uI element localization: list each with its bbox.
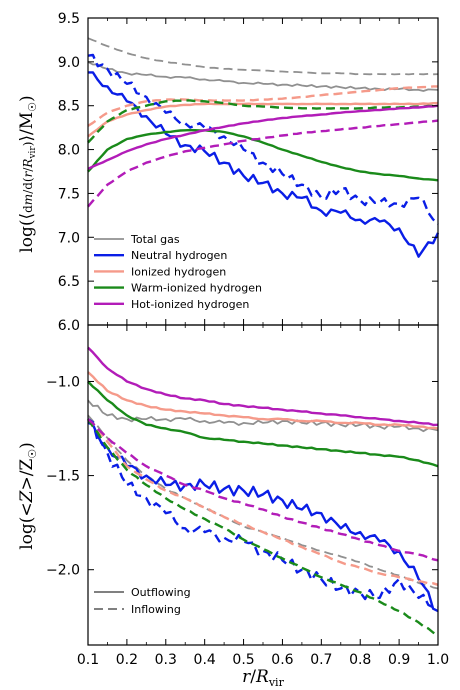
legend-label: Ionized hydrogen xyxy=(131,265,226,278)
legend-label: Neutral hydrogen xyxy=(131,249,227,262)
x-tick-label: 0.5 xyxy=(232,652,254,668)
y-tick-label: 7.5 xyxy=(58,186,80,202)
x-tick-label: 0.8 xyxy=(349,652,371,668)
top-series-line-7-inflow xyxy=(87,99,439,144)
top-series-line-0-outflow xyxy=(87,61,439,92)
top-series-line-1-inflow xyxy=(87,37,439,76)
legend-label: Inflowing xyxy=(131,603,181,616)
bottom-series-line-2-outflow xyxy=(87,421,439,613)
top-plot-frame xyxy=(87,17,439,326)
y-tick-label: 6.0 xyxy=(58,318,80,334)
y-tick-label: −1.0 xyxy=(46,374,80,390)
legend-label: Hot-ionized hydrogen xyxy=(131,298,249,311)
top-series-line-9-inflow xyxy=(87,119,439,208)
y-tick-label: −1.5 xyxy=(46,469,80,485)
bottom-series-line-6-outflow xyxy=(87,380,439,468)
y-tick-label: 6.5 xyxy=(58,274,80,290)
legend-label: Total gas xyxy=(130,233,180,246)
top-panel: 6.0 6.5 7.0 7.5 8.0 8.5 9.0 9.5 Total gas Neutral… xyxy=(58,11,440,334)
x-tick-label: 0.1 xyxy=(77,652,99,668)
bottom-series-line-4-outflow xyxy=(87,371,439,430)
x-tick-label: 0.6 xyxy=(271,652,293,668)
bottom-legend: Outflowing Inflowing xyxy=(94,586,191,616)
top-ylabel: log(⟨dm/d(r/Rvir)⟩/M☉) xyxy=(17,95,39,252)
xlabel: r/Rvir xyxy=(242,667,284,689)
bottom-series-line-8-outflow xyxy=(87,346,439,427)
x-tick-label: 0.9 xyxy=(388,652,410,668)
top-series-line-6-outflow xyxy=(87,128,439,182)
bottom-ylabel: log(<Z>/Z☉) xyxy=(17,442,39,550)
bottom-panel: −1.0 −1.5 −2.0 0.1 0.2 0.3 0.4 0.5 0.6 0.7 0.8 0.9 1… xyxy=(46,324,449,668)
top-series-line-4-outflow xyxy=(87,101,439,138)
bottom-series-line-1-inflow xyxy=(87,414,439,590)
y-tick-label: 7.0 xyxy=(58,230,80,246)
legend-label: Outflowing xyxy=(131,586,191,599)
bottom-series-line-5-inflow xyxy=(87,418,439,586)
legend-label: Warm-ionized hydrogen xyxy=(131,282,262,295)
y-tick-label: 9.0 xyxy=(58,55,80,71)
y-tick-label: 8.0 xyxy=(58,143,80,159)
y-tick-label: 8.5 xyxy=(58,99,80,115)
bottom-series-line-7-inflow xyxy=(87,418,439,637)
top-series-line-5-inflow xyxy=(87,85,438,127)
y-tick-label: −2.0 xyxy=(46,563,80,579)
x-tick-label: 0.4 xyxy=(194,652,216,668)
bottom-series-line-3-inflow xyxy=(87,418,439,609)
bottom-series-line-9-inflow xyxy=(87,418,439,562)
top-series-line-2-outflow xyxy=(88,71,440,258)
top-series-line-3-inflow xyxy=(87,53,439,225)
x-tick-label: 0.3 xyxy=(155,652,177,668)
y-tick-label: 9.5 xyxy=(58,11,80,27)
top-series-line-8-outflow xyxy=(87,104,439,170)
x-tick-label: 0.7 xyxy=(310,652,332,668)
x-tick-label: 1.0 xyxy=(427,652,449,668)
top-legend: Total gas Neutral hydrogen Ionized hydroge… xyxy=(94,233,262,311)
bottom-series-line-0-outflow xyxy=(87,399,439,433)
x-tick-label: 0.2 xyxy=(116,652,138,668)
